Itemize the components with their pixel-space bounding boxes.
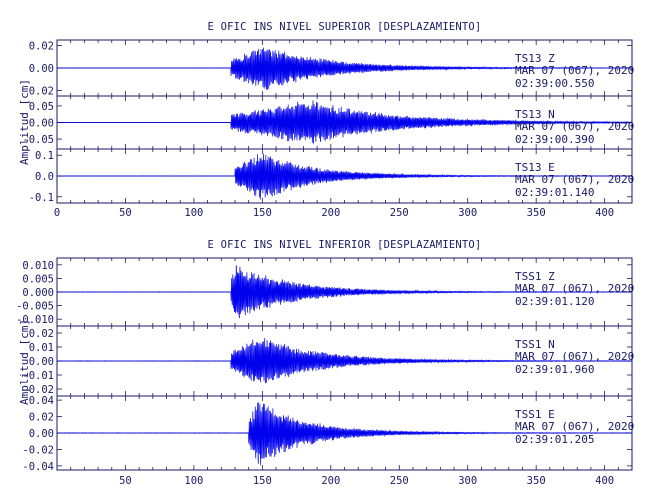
y-tick-label: 0.02 [29,328,54,340]
x-tick-label: 200 [321,207,340,219]
record-date-label: MAR 07 (067), 2020 [515,350,634,363]
record-time-label: 02:39:01.960 [515,363,594,376]
record-date-label: MAR 07 (067), 2020 [515,420,634,433]
seismogram-trace-tss1-n [56,338,633,384]
y-tick-label: 0.00 [29,428,54,440]
y-tick-label: -0.1 [29,192,54,204]
y-tick-label: 0.02 [29,41,54,53]
chart-title-1: E OFIC INS NIVEL SUPERIOR [DESPLAZAMIENT… [208,21,482,33]
x-tick-label: 50 [119,207,132,219]
record-time-label: 02:39:00.550 [515,77,594,90]
x-tick-label: 250 [390,475,409,487]
station-component-label: TSS1 Z [515,270,555,283]
y-axis-label-1: Amplitud [cm] [18,79,31,165]
x-tick-label: 250 [390,207,409,219]
y-tick-label: 0.00 [29,118,54,130]
x-tick-label: 150 [253,207,272,219]
y-tick-label: 0.0 [35,171,54,183]
record-time-label: 02:39:01.120 [515,295,594,308]
record-date-label: MAR 07 (067), 2020 [515,173,634,186]
y-tick-label: 0.005 [22,273,54,285]
station-component-label: TSS1 E [515,408,555,421]
y-tick-label: 0.05 [29,101,54,113]
x-tick-label: 200 [321,475,340,487]
x-tick-label: 300 [458,207,477,219]
station-component-label: TSS1 N [515,338,555,351]
station-component-label: TS13 N [515,108,555,121]
x-tick-label: 50 [119,475,132,487]
x-tick-label: 100 [184,475,203,487]
record-time-label: 02:39:01.140 [515,186,594,199]
y-tick-label: 0.00 [29,356,54,368]
seismogram-trace-ts13-z [56,47,632,90]
x-tick-label: 150 [253,475,272,487]
y-tick-label: 0.01 [29,342,54,354]
seismogram-trace-tss1-z [56,265,633,319]
y-tick-label: 0.00 [29,63,54,75]
y-tick-label: -0.05 [22,134,54,146]
record-time-label: 02:39:01.205 [515,433,594,446]
y-tick-label: -0.04 [22,461,54,473]
station-component-label: TS13 E [515,161,555,174]
y-tick-label: 0.000 [22,287,54,299]
x-tick-label: 100 [184,207,203,219]
seismogram-trace-ts13-n [57,100,633,144]
x-tick-label: 350 [527,475,546,487]
y-tick-label: -0.02 [22,444,54,456]
x-tick-label: 400 [595,207,614,219]
seismogram-trace-tss1-e [56,402,633,466]
y-tick-label: -0.02 [22,384,54,396]
y-axis-label-2: Amplitud [cm] [18,319,31,405]
y-tick-label: -0.005 [16,301,54,313]
y-tick-label: 0.02 [29,85,54,97]
x-tick-label: 300 [458,475,477,487]
y-tick-label: -0.010 [16,314,54,326]
record-date-label: MAR 07 (067), 2020 [515,64,634,77]
x-tick-label: 400 [595,475,614,487]
y-tick-label: 0.010 [22,260,54,272]
y-tick-label: 0.04 [29,395,54,407]
y-tick-label: 0.02 [29,412,54,424]
chart-title-2: E OFIC INS NIVEL INFERIOR [DESPLAZAMIENT… [208,239,482,251]
record-date-label: MAR 07 (067), 2020 [515,282,634,295]
x-tick-label: 0 [54,207,60,219]
station-component-label: TS13 Z [515,52,555,65]
y-tick-label: 0.1 [35,150,54,162]
seismogram-trace-ts13-e [56,153,633,200]
y-tick-label: -0.01 [22,370,54,382]
x-tick-label: 350 [527,207,546,219]
record-time-label: 02:39:00.390 [515,133,594,146]
record-date-label: MAR 07 (067), 2020 [515,120,634,133]
